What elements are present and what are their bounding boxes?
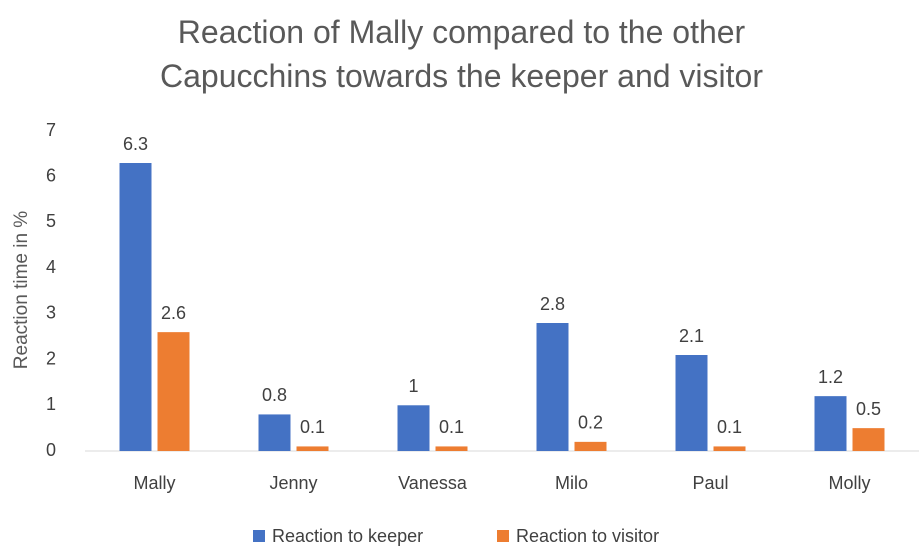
y-axis-label: Reaction time in % <box>11 211 32 370</box>
bar <box>713 446 746 451</box>
data-label: 0.1 <box>439 417 464 437</box>
title-box: Reaction of Mally compared to the other … <box>0 10 923 98</box>
x-tick-label: Paul <box>692 473 728 493</box>
y-tick-label: 5 <box>46 211 56 231</box>
bar <box>157 332 190 451</box>
y-tick-label: 6 <box>46 165 56 185</box>
bar <box>296 446 329 451</box>
bar <box>574 441 607 451</box>
data-label: 0.1 <box>300 417 325 437</box>
legend-label: Reaction to keeper <box>272 526 423 546</box>
x-tick-label: Molly <box>828 473 870 493</box>
y-tick-label: 2 <box>46 348 56 368</box>
data-label: 2.1 <box>679 326 704 346</box>
bar <box>852 428 885 451</box>
data-label: 1 <box>408 376 418 396</box>
bar <box>675 355 708 451</box>
legend-swatch <box>497 530 509 542</box>
data-label: 0.1 <box>717 417 742 437</box>
y-tick-label: 4 <box>46 257 56 277</box>
x-tick-label: Milo <box>555 473 588 493</box>
data-label: 0.5 <box>856 399 881 419</box>
y-tick-label: 1 <box>46 394 56 414</box>
data-label: 2.6 <box>161 303 186 323</box>
bar <box>536 323 569 451</box>
data-label: 2.8 <box>540 294 565 314</box>
bar <box>258 414 291 451</box>
bar <box>119 163 152 451</box>
legend-label: Reaction to visitor <box>516 526 659 546</box>
y-tick-label: 7 <box>46 120 56 140</box>
bar <box>435 446 468 451</box>
x-tick-label: Mally <box>133 473 175 493</box>
data-label: 0.2 <box>578 413 603 433</box>
y-tick-label: 0 <box>46 440 56 460</box>
data-label: 1.2 <box>818 367 843 387</box>
y-tick-label: 3 <box>46 303 56 323</box>
bar <box>397 405 430 451</box>
x-tick-label: Vanessa <box>398 473 468 493</box>
bar <box>814 396 847 451</box>
data-label: 0.8 <box>262 385 287 405</box>
legend-swatch <box>253 530 265 542</box>
x-tick-label: Jenny <box>269 473 317 493</box>
chart-title: Reaction of Mally compared to the other … <box>160 14 763 94</box>
data-label: 6.3 <box>123 134 148 154</box>
